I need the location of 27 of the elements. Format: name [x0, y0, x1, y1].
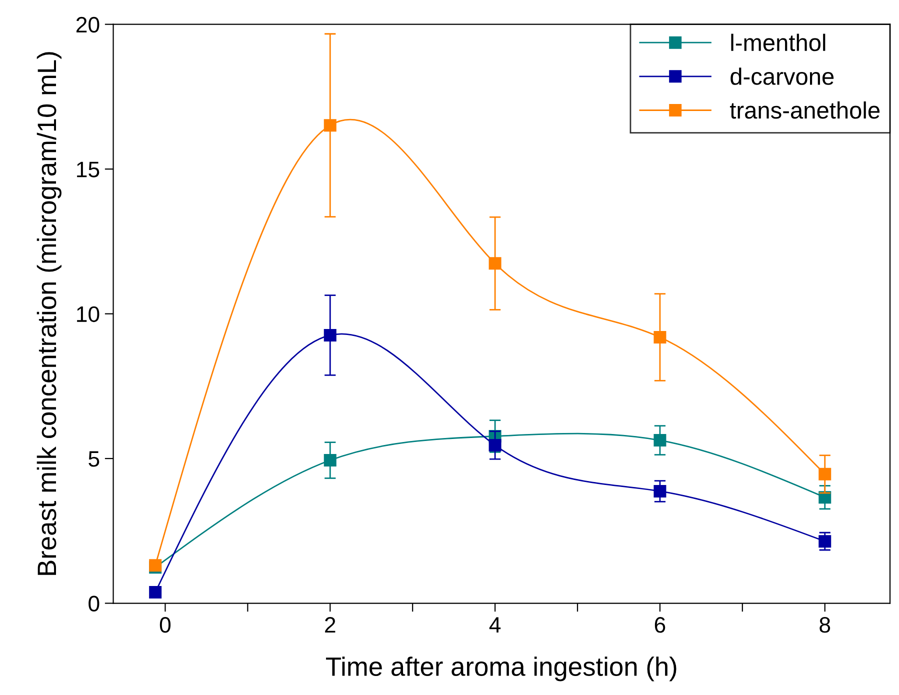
point — [654, 434, 666, 447]
legend-label: trans-anethole — [730, 101, 880, 119]
point — [488, 438, 502, 452]
x-tick-label: 0 — [160, 617, 171, 633]
point — [818, 468, 832, 480]
y-axis-title: Breast milk concentration (microgram/10 mL) — [36, 52, 62, 575]
x-tick-label: 6 — [654, 617, 666, 633]
x-tick-label: 8 — [820, 617, 830, 633]
point — [654, 330, 666, 344]
point — [324, 119, 336, 132]
y-tick-label: 20 — [76, 16, 100, 33]
x-tick-label: 2 — [325, 617, 336, 633]
y-tick-label: 5 — [88, 451, 100, 467]
point — [324, 454, 336, 467]
point — [488, 257, 502, 270]
legend-label: d-carvone — [730, 68, 834, 85]
point — [149, 586, 162, 599]
legend-label: l-menthol — [731, 34, 826, 52]
y-tick-label: 0 — [88, 596, 100, 612]
x-tick-label: 4 — [489, 617, 501, 633]
x-axis-title: Time after aroma ingestion (h) — [326, 656, 676, 682]
y-tick-label: 15 — [77, 162, 100, 178]
point — [818, 491, 832, 504]
y-tick-label: 10 — [77, 306, 100, 322]
point — [324, 328, 336, 342]
point — [654, 484, 666, 498]
point — [818, 535, 832, 548]
